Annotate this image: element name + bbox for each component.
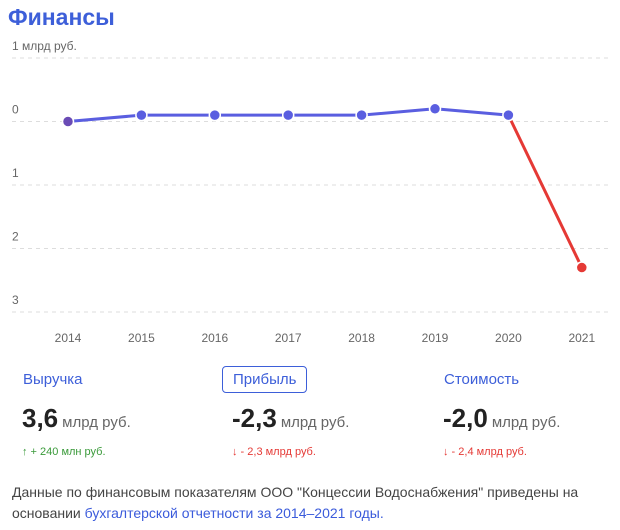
footnote: Данные по финансовым показателям ООО "Ко… — [12, 482, 608, 524]
point — [502, 108, 515, 122]
metric-tab[interactable]: Выручка — [23, 371, 83, 388]
metric-unit: млрд руб. — [491, 414, 561, 431]
point — [355, 108, 368, 122]
line-segment — [360, 107, 437, 117]
line-segment — [506, 113, 584, 270]
point — [575, 261, 589, 274]
metric-card: Прибыль -2,3 млрд руб. ↓ - 2,3 млрд руб. — [222, 366, 432, 458]
point — [135, 108, 148, 122]
y-tick-label: 2 — [12, 230, 19, 244]
metric-change: ↓ - 2,4 млрд руб. — [443, 446, 527, 458]
metric-value: 3,6 — [22, 403, 59, 433]
title: Финансы — [8, 4, 115, 30]
point — [61, 115, 75, 128]
metric-card: Выручка 3,6 млрд руб. ↑ + 240 млн руб. — [22, 366, 222, 458]
metric-unit: млрд руб. — [62, 414, 131, 431]
point — [428, 102, 442, 116]
y-tick-label: 3 — [12, 293, 19, 307]
y-tick-label: 0 — [12, 103, 19, 117]
point — [281, 108, 295, 122]
x-tick-label: 2015 — [128, 331, 155, 345]
x-tick-label: 2014 — [55, 331, 82, 345]
line-segment — [66, 113, 143, 123]
footnote-link[interactable]: бухгалтерской отчетности за 2014–2021 го… — [84, 505, 384, 521]
x-tick-label: 2019 — [422, 331, 449, 345]
line-segment — [433, 107, 510, 117]
metric-value-row: -2,0 млрд руб. — [443, 403, 620, 434]
metric-change: ↑ + 240 млн руб. — [22, 446, 106, 458]
metric-value-row: 3,6 млрд руб. — [22, 403, 222, 434]
metric-tab[interactable]: Прибыль — [222, 366, 308, 393]
metric-card: Стоимость -2,0 млрд руб. ↓ - 2,4 млрд руб. — [443, 366, 620, 458]
metric-value: -2,0 — [443, 403, 488, 433]
footnote-text: Данные по финансовым показателям ООО "Ко… — [12, 484, 579, 521]
y-tick-label: 1 млрд руб. — [12, 40, 77, 53]
metric-value: -2,3 — [232, 403, 277, 433]
x-tick-label: 2016 — [201, 331, 228, 345]
metric-tab[interactable]: Стоимость — [444, 371, 520, 388]
x-tick-label: 2021 — [568, 331, 595, 345]
y-tick-label: 1 — [12, 166, 19, 180]
metric-unit: млрд руб. — [280, 414, 350, 431]
x-tick-label: 2018 — [348, 331, 375, 345]
point — [208, 108, 222, 122]
x-tick-label: 2020 — [495, 331, 522, 345]
metric-change: ↓ - 2,3 млрд руб. — [232, 446, 316, 458]
chart: 1 млрд руб. 0 1 2 3 2014 2015 2016 2017 2018 2019 2… — [12, 40, 608, 345]
x-tick-label: 2017 — [275, 331, 302, 345]
metric-value-row: -2,3 млрд руб. — [232, 403, 432, 434]
